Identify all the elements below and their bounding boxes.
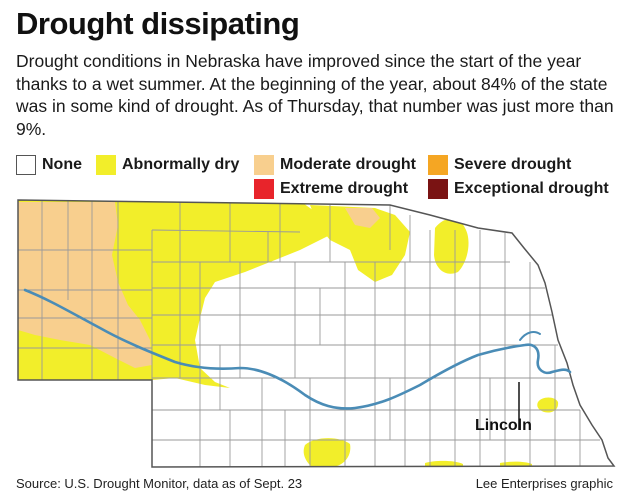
legend-label: Exceptional drought xyxy=(454,180,609,197)
legend-swatch-none xyxy=(16,155,36,175)
legend-label: Severe drought xyxy=(454,156,572,173)
moderate-drought-region-panhandle xyxy=(18,202,152,368)
abnormally-dry-region-southwest xyxy=(303,438,351,467)
legend-label: Moderate drought xyxy=(280,156,416,173)
moderate-drought-region-north xyxy=(345,208,380,228)
source-note: Source: U.S. Drought Monitor, data as of… xyxy=(16,476,303,491)
river-tributary xyxy=(519,331,541,341)
city-label-lincoln: Lincoln xyxy=(475,417,532,434)
legend-item-severe-drought: Severe drought xyxy=(428,155,571,175)
legend-label: Extreme drought xyxy=(280,180,409,197)
legend-swatch-extreme-drought xyxy=(254,179,274,199)
legend-item-moderate-drought: Moderate drought xyxy=(254,155,416,175)
nebraska-outline xyxy=(17,199,616,468)
legend-item-none: None xyxy=(16,155,82,175)
description-text: Drought conditions in Nebraska have impr… xyxy=(16,51,614,139)
credit-note: Lee Enterprises graphic xyxy=(475,476,613,491)
legend-swatch-moderate-drought xyxy=(254,155,274,175)
legend-swatch-abnormally-dry xyxy=(96,155,116,175)
legend-label: None xyxy=(42,156,82,173)
abnormally-dry-region-northeast xyxy=(434,218,469,274)
abnormally-dry-region-northcentral xyxy=(310,205,410,282)
abnormally-dry-region-southeast xyxy=(537,397,559,413)
legend-swatch-exceptional-drought xyxy=(428,179,448,199)
legend-item-exceptional-drought: Exceptional drought xyxy=(428,179,609,199)
abnormally-dry-region-south-border xyxy=(425,460,463,467)
platte-river xyxy=(23,288,572,410)
legend-label: Abnormally dry xyxy=(122,156,240,173)
nebraska-drought-map: Lincoln xyxy=(17,199,616,468)
page-title: Drought dissipating xyxy=(16,6,300,41)
county-boundaries xyxy=(18,200,600,467)
legend-item-abnormally-dry: Abnormally dry xyxy=(96,155,239,175)
legend-swatch-severe-drought xyxy=(428,155,448,175)
legend-item-extreme-drought: Extreme drought xyxy=(254,179,408,199)
